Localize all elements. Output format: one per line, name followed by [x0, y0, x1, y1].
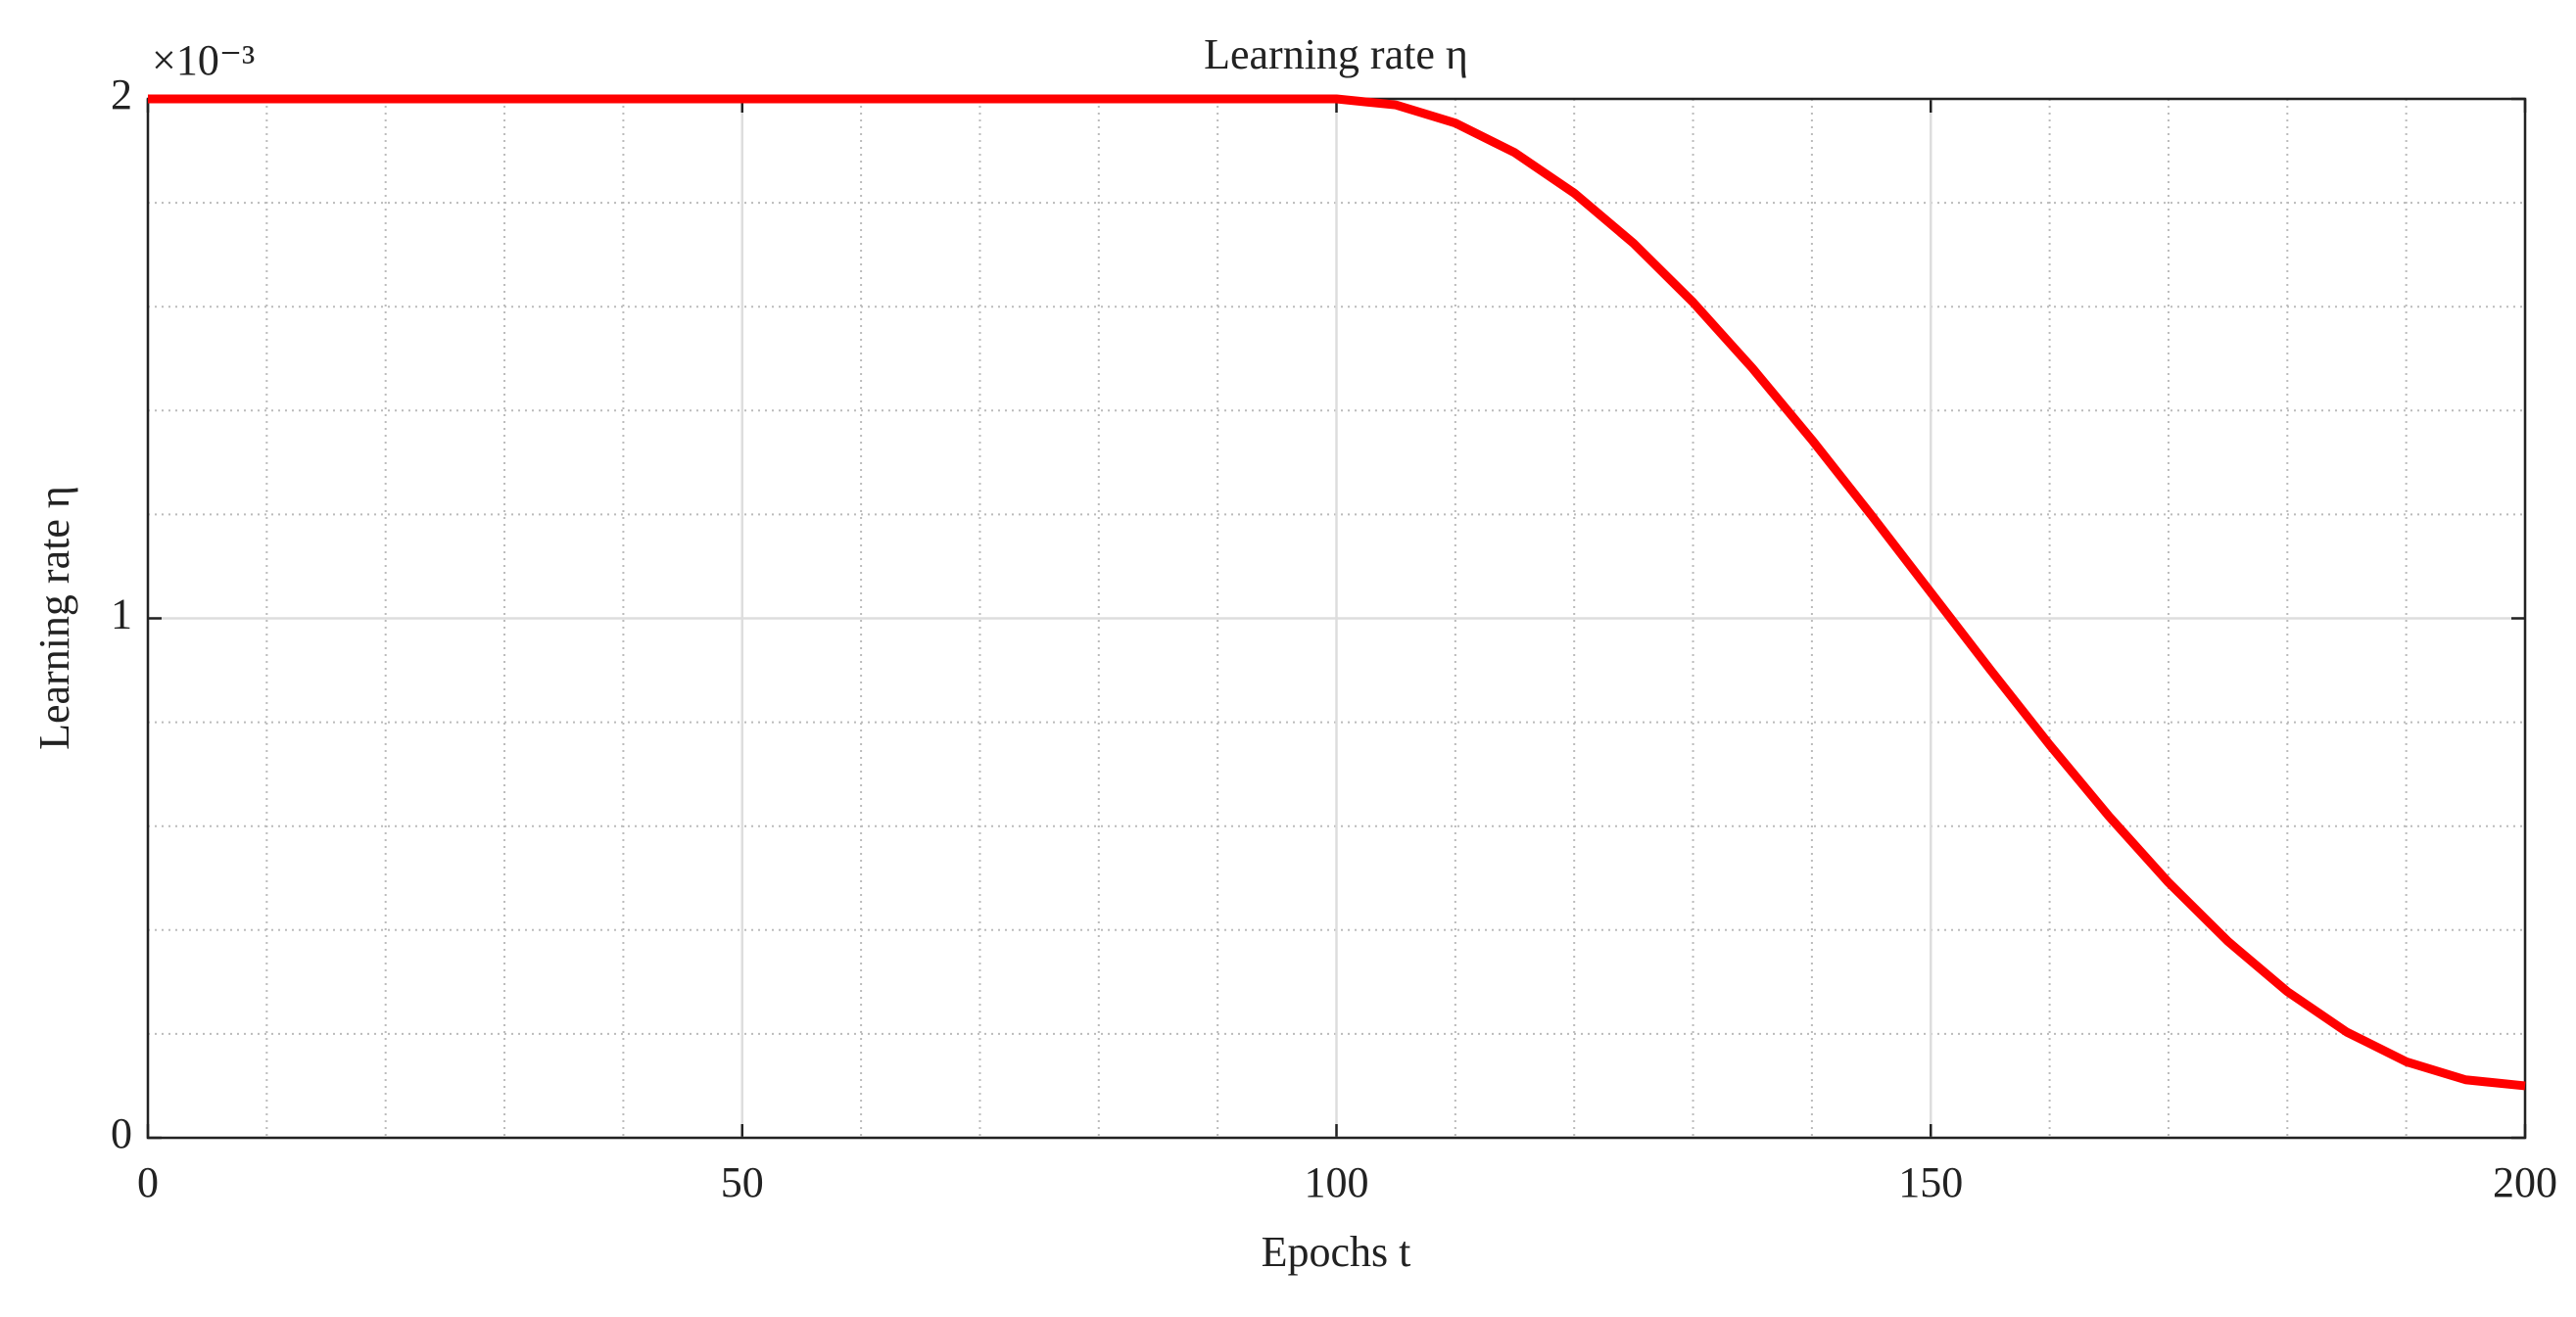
y-tick-label: 2 [111, 71, 132, 118]
y-axis-label: Learning rate η [30, 486, 78, 750]
y-tick-label: 0 [111, 1109, 132, 1157]
data-line [148, 94, 2526, 1091]
x-tick-label: 0 [137, 1158, 159, 1206]
x-tick-label: 200 [2493, 1158, 2557, 1206]
x-tick-label: 150 [1898, 1158, 1963, 1206]
chart-title: Learning rate η [1204, 30, 1468, 78]
x-axis-label: Epochs t [1262, 1228, 1411, 1276]
x-tick-label: 50 [721, 1158, 764, 1206]
y-exponent-label: ×10⁻³ [152, 36, 255, 84]
y-tick-label: 1 [111, 590, 132, 638]
x-tick-label: 100 [1305, 1158, 1369, 1206]
